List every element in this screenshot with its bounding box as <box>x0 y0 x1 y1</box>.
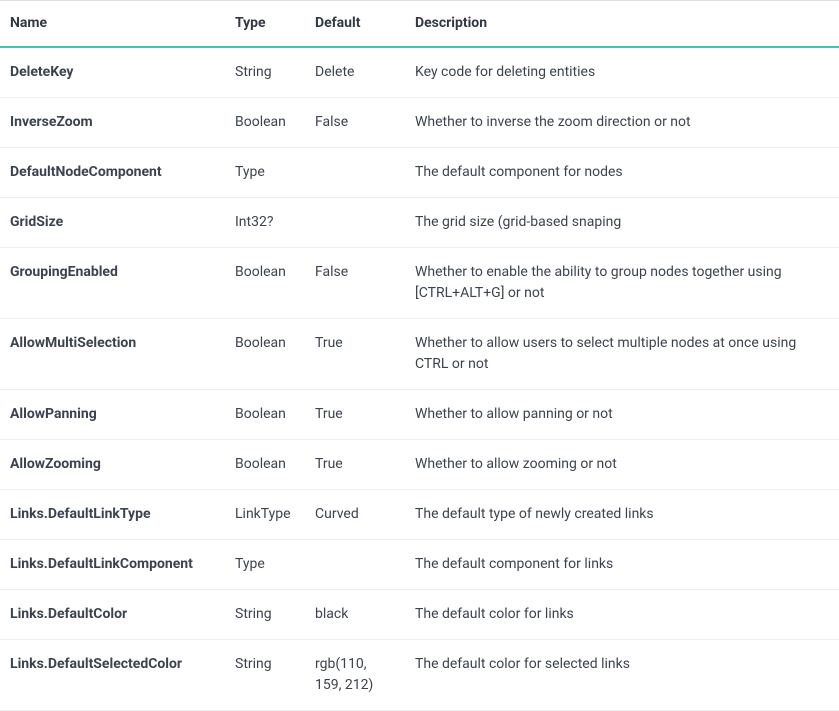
cell-name: Links.DefaultLinkType <box>0 490 225 540</box>
cell-type: LinkType <box>225 490 305 540</box>
cell-description: The default color for selected links <box>405 640 839 711</box>
cell-description: The grid size (grid-based snaping <box>405 198 839 248</box>
table-row: DeleteKey String Delete Key code for del… <box>0 47 839 98</box>
properties-table: Name Type Default Description DeleteKey … <box>0 0 839 711</box>
cell-name: InverseZoom <box>0 98 225 148</box>
table-row: GridSize Int32? The grid size (grid-base… <box>0 198 839 248</box>
cell-name: DeleteKey <box>0 47 225 98</box>
cell-type: String <box>225 640 305 711</box>
table-row: InverseZoom Boolean False Whether to inv… <box>0 98 839 148</box>
cell-default <box>305 148 405 198</box>
cell-default: True <box>305 440 405 490</box>
col-header-default: Default <box>305 1 405 48</box>
table-row: Links.DefaultLinkComponent Type The defa… <box>0 540 839 590</box>
cell-type: Type <box>225 540 305 590</box>
cell-type: String <box>225 47 305 98</box>
table-row: DefaultNodeComponent Type The default co… <box>0 148 839 198</box>
table-row: Links.DefaultColor String black The defa… <box>0 590 839 640</box>
col-header-name: Name <box>0 1 225 48</box>
table-row: Links.DefaultLinkType LinkType Curved Th… <box>0 490 839 540</box>
cell-default: Delete <box>305 47 405 98</box>
cell-type: String <box>225 590 305 640</box>
cell-name: Links.DefaultSelectedColor <box>0 640 225 711</box>
cell-default <box>305 540 405 590</box>
cell-type: Boolean <box>225 390 305 440</box>
cell-type: Boolean <box>225 440 305 490</box>
table-row: Links.DefaultSelectedColor String rgb(11… <box>0 640 839 711</box>
cell-type: Type <box>225 148 305 198</box>
table-row: GroupingEnabled Boolean False Whether to… <box>0 248 839 319</box>
cell-description: Whether to allow panning or not <box>405 390 839 440</box>
cell-default: False <box>305 248 405 319</box>
cell-name: AllowPanning <box>0 390 225 440</box>
cell-description: Whether to allow users to select multipl… <box>405 319 839 390</box>
cell-type: Boolean <box>225 98 305 148</box>
cell-description: The default type of newly created links <box>405 490 839 540</box>
cell-default <box>305 198 405 248</box>
cell-default: black <box>305 590 405 640</box>
cell-description: Whether to allow zooming or not <box>405 440 839 490</box>
cell-name: GroupingEnabled <box>0 248 225 319</box>
table-row: AllowMultiSelection Boolean True Whether… <box>0 319 839 390</box>
cell-default: rgb(110, 159, 212) <box>305 640 405 711</box>
cell-name: Links.DefaultColor <box>0 590 225 640</box>
cell-name: DefaultNodeComponent <box>0 148 225 198</box>
cell-name: GridSize <box>0 198 225 248</box>
cell-name: Links.DefaultLinkComponent <box>0 540 225 590</box>
cell-description: Whether to enable the ability to group n… <box>405 248 839 319</box>
table-body: DeleteKey String Delete Key code for del… <box>0 47 839 711</box>
cell-description: The default color for links <box>405 590 839 640</box>
cell-name: AllowMultiSelection <box>0 319 225 390</box>
col-header-description: Description <box>405 1 839 48</box>
cell-description: Whether to inverse the zoom direction or… <box>405 98 839 148</box>
cell-type: Boolean <box>225 248 305 319</box>
cell-default: False <box>305 98 405 148</box>
col-header-type: Type <box>225 1 305 48</box>
cell-description: Key code for deleting entities <box>405 47 839 98</box>
table-row: AllowZooming Boolean True Whether to all… <box>0 440 839 490</box>
cell-type: Boolean <box>225 319 305 390</box>
cell-default: Curved <box>305 490 405 540</box>
table-row: AllowPanning Boolean True Whether to all… <box>0 390 839 440</box>
cell-default: True <box>305 319 405 390</box>
cell-default: True <box>305 390 405 440</box>
cell-type: Int32? <box>225 198 305 248</box>
table-header-row: Name Type Default Description <box>0 1 839 48</box>
cell-description: The default component for nodes <box>405 148 839 198</box>
cell-name: AllowZooming <box>0 440 225 490</box>
cell-description: The default component for links <box>405 540 839 590</box>
